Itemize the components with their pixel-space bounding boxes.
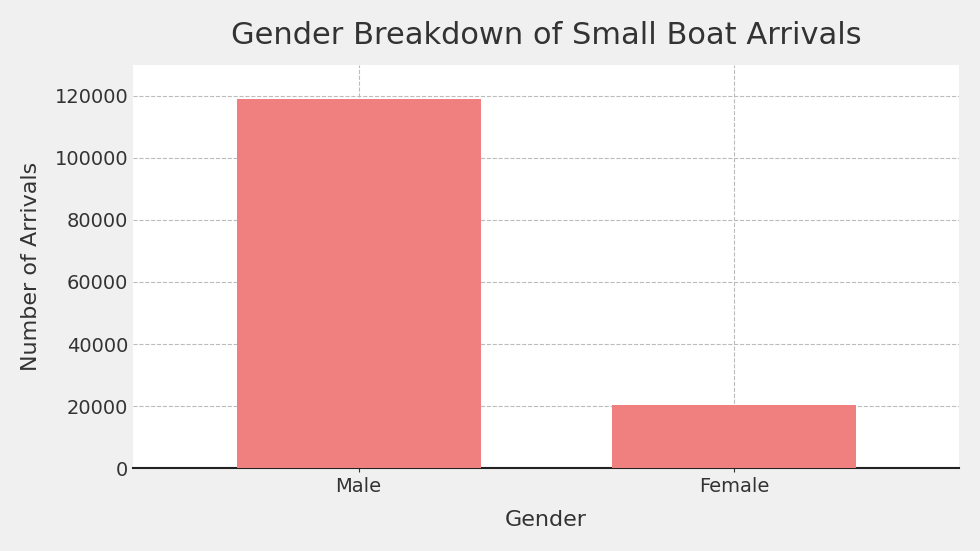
Bar	[612, 404, 856, 468]
Bar	[236, 99, 480, 468]
X-axis label: Gender: Gender	[506, 510, 587, 530]
Title: Gender Breakdown of Small Boat Arrivals: Gender Breakdown of Small Boat Arrivals	[231, 21, 861, 50]
Y-axis label: Number of Arrivals: Number of Arrivals	[21, 162, 41, 371]
